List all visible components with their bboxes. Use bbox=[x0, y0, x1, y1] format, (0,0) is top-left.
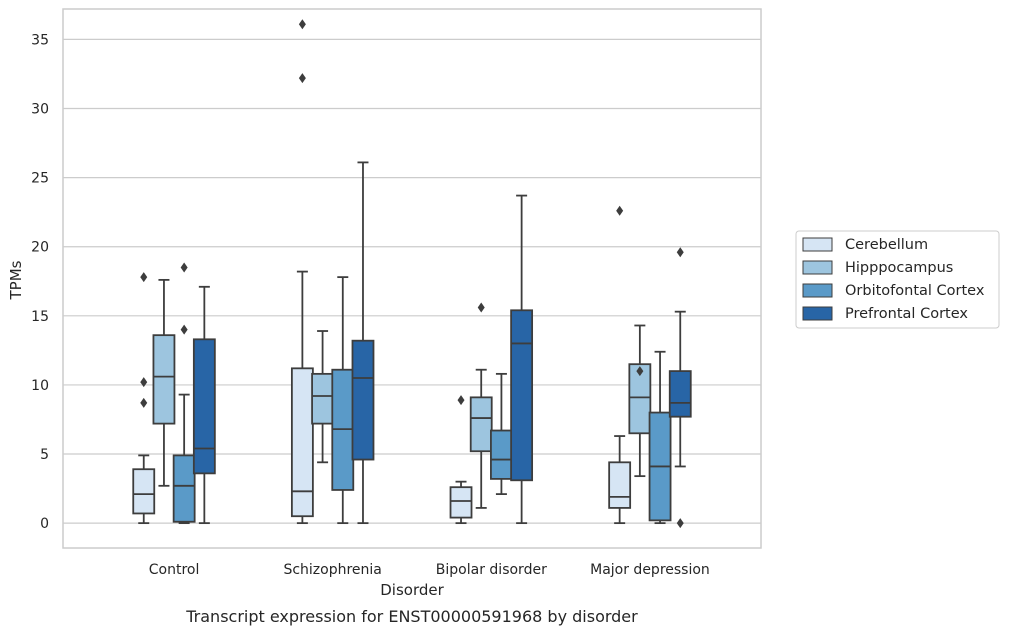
chart-caption: Transcript expression for ENST0000059196… bbox=[185, 607, 638, 626]
outlier-marker bbox=[636, 366, 644, 377]
outlier-marker bbox=[140, 377, 148, 388]
y-axis-ticks: 0 5 10 15 20 25 30 35 bbox=[31, 32, 49, 532]
outlier-marker bbox=[477, 302, 485, 313]
box-cerebellum bbox=[608, 205, 632, 525]
iqr-box bbox=[668, 370, 692, 418]
box-cerebellum bbox=[449, 395, 473, 525]
y-tick-label: 20 bbox=[31, 240, 49, 256]
outlier-marker bbox=[676, 247, 684, 258]
iqr-box bbox=[192, 338, 216, 475]
outlier-marker bbox=[140, 397, 148, 408]
box-orbitofontal-cortex bbox=[331, 276, 355, 525]
y-tick-label: 0 bbox=[40, 516, 49, 532]
iqr-box bbox=[608, 461, 632, 509]
iqr-box bbox=[510, 309, 534, 482]
box-layer bbox=[132, 19, 692, 529]
x-tick-label: Bipolar disorder bbox=[436, 562, 547, 578]
box-hipppocampus bbox=[628, 324, 652, 478]
legend-label: Hipppocampus bbox=[845, 260, 953, 276]
plot-frame bbox=[62, 8, 762, 549]
outlier-marker bbox=[616, 205, 624, 216]
iqr-box bbox=[351, 339, 375, 461]
x-tick-label: Major depression bbox=[590, 562, 710, 578]
outlier-marker bbox=[676, 518, 684, 529]
iqr-box bbox=[290, 367, 314, 518]
box-orbitofontal-cortex bbox=[490, 372, 513, 496]
legend: Cerebellum Hipppocampus Orbitofontal Corte… bbox=[795, 230, 1000, 329]
outlier-marker bbox=[457, 395, 465, 406]
box-cerebellum bbox=[132, 272, 156, 525]
legend-frame bbox=[795, 230, 1000, 329]
legend-label: Orbitofontal Cortex bbox=[845, 283, 985, 299]
iqr-box bbox=[132, 468, 156, 515]
iqr-box bbox=[152, 334, 176, 425]
box-prefrontal-cortex bbox=[668, 247, 692, 529]
iqr-box bbox=[449, 486, 473, 519]
box-orbitofontal-cortex bbox=[648, 350, 672, 525]
x-axis-label: Disorder bbox=[380, 581, 444, 599]
outlier-marker bbox=[298, 19, 306, 30]
outlier-marker bbox=[140, 272, 148, 283]
y-tick-label: 30 bbox=[31, 102, 49, 118]
y-tick-label: 15 bbox=[31, 309, 49, 325]
legend-swatch bbox=[802, 260, 833, 275]
legend-label: Cerebellum bbox=[845, 237, 928, 253]
box-prefrontal-cortex bbox=[351, 161, 375, 525]
iqr-box bbox=[469, 396, 493, 453]
box-hipppocampus bbox=[469, 302, 493, 509]
outlier-marker bbox=[180, 324, 188, 335]
y-tick-label: 25 bbox=[31, 171, 49, 187]
legend-swatch bbox=[802, 283, 833, 298]
box-prefrontal-cortex bbox=[510, 194, 534, 525]
y-axis-label: TPMs bbox=[7, 260, 25, 300]
box-prefrontal-cortex bbox=[192, 285, 216, 525]
box-orbitofontal-cortex bbox=[172, 262, 196, 525]
legend-label: Prefrontal Cortex bbox=[845, 306, 968, 322]
y-tick-label: 35 bbox=[31, 32, 49, 48]
iqr-box bbox=[490, 429, 513, 480]
iqr-box bbox=[311, 372, 334, 425]
iqr-box bbox=[172, 454, 196, 523]
outlier-marker bbox=[298, 73, 306, 84]
legend-swatch bbox=[802, 306, 833, 321]
x-tick-label: Schizophrenia bbox=[283, 562, 381, 578]
y-tick-label: 10 bbox=[31, 378, 49, 394]
outlier-marker bbox=[180, 262, 188, 273]
iqr-box bbox=[628, 363, 652, 435]
legend-swatch bbox=[802, 237, 833, 252]
box-hipppocampus bbox=[152, 278, 176, 487]
y-tick-label: 5 bbox=[40, 447, 49, 463]
box-cerebellum bbox=[290, 19, 314, 525]
x-tick-label: Control bbox=[149, 562, 200, 578]
x-axis-ticks: Control Schizophrenia Bipolar disorder Majo… bbox=[149, 562, 710, 578]
